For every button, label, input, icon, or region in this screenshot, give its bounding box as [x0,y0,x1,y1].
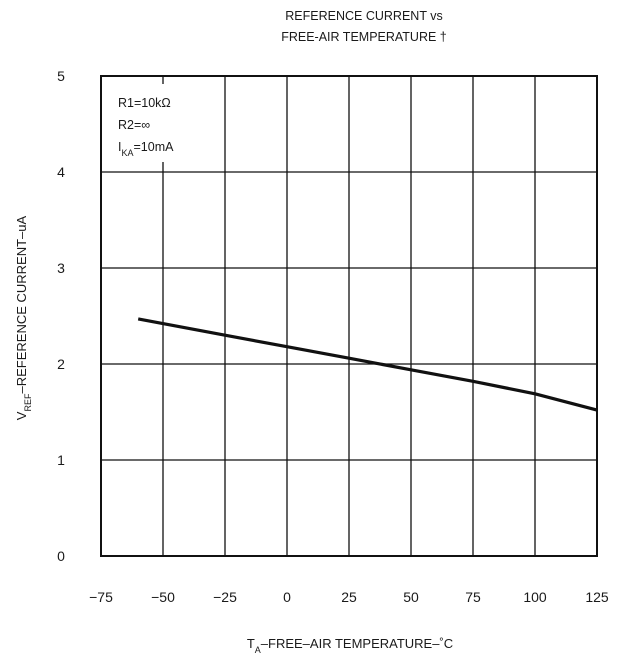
y-tick-labels: 0 1 2 3 4 5 [57,68,65,564]
x-tick-label: 50 [403,589,419,605]
plot-border [100,75,598,557]
chart-title: REFERENCE CURRENT vs FREE-AIR TEMPERATUR… [281,9,447,44]
y-tick-label: 4 [57,164,65,180]
y-tick-label: 2 [57,356,65,372]
plot-frame [100,75,598,557]
x-tick-label: −25 [213,589,237,605]
x-tick-label: −50 [151,589,175,605]
y-tick-label: 3 [57,260,65,276]
x-tick-label: 125 [585,589,609,605]
annotation-background [112,84,202,162]
chart-title-line-1: REFERENCE CURRENT vs [285,9,442,23]
x-tick-label: 100 [523,589,547,605]
x-axis-title: TA–FREE–AIR TEMPERATURE–˚C [247,636,453,655]
y-tick-label: 5 [57,68,65,84]
chart-title-line-2: FREE-AIR TEMPERATURE † [281,30,447,44]
grid [100,75,598,557]
annotation-box: R1=10kΩ R2=∞ IKA=10mA [112,84,202,162]
y-axis-title: VREF–REFERENCE CURRENT–uA [14,215,33,420]
x-tick-label: −75 [89,589,113,605]
series-group [137,317,598,412]
x-tick-labels: −75 −50 −25 0 25 50 75 100 125 [89,589,609,605]
x-tick-label: 0 [283,589,291,605]
annotation-line: R1=10kΩ [118,96,171,110]
annotation-line: IKA=10mA [118,140,174,158]
x-tick-label: 75 [465,589,481,605]
x-tick-label: 25 [341,589,357,605]
y-tick-label: 0 [57,548,65,564]
annotation-line: R2=∞ [118,118,150,132]
y-tick-label: 1 [57,452,65,468]
series-line [137,317,598,412]
